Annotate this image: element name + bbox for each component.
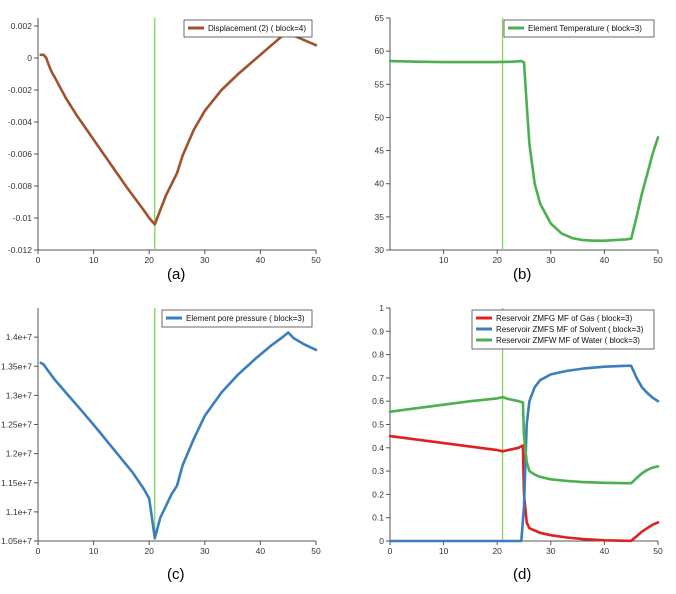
x-tick-label: 30: [200, 546, 210, 556]
y-tick-label: -0.012: [8, 245, 32, 255]
x-tick-label: 10: [89, 255, 99, 265]
y-tick-label: 0.002: [11, 21, 33, 31]
x-tick-label: 50: [653, 546, 663, 556]
y-tick-label: -0.006: [8, 149, 32, 159]
y-tick-label: 1.05e+7: [1, 536, 32, 546]
x-tick-label: 30: [546, 255, 556, 265]
y-tick-label: 45: [375, 146, 385, 156]
x-tick-label: 10: [439, 255, 449, 265]
x-tick-label: 10: [89, 546, 99, 556]
y-tick-label: 65: [375, 13, 385, 23]
legend-box: [471, 309, 655, 350]
x-tick-label: 20: [492, 255, 502, 265]
x-tick-label: 20: [144, 546, 154, 556]
y-tick-label: 1.2e+7: [6, 449, 33, 459]
panel-caption-b: (b): [513, 266, 532, 283]
panel-caption-a: (a): [167, 266, 186, 283]
x-tick-label: 50: [311, 546, 321, 556]
panel-caption-d: (d): [513, 566, 532, 583]
series-line-0: [39, 31, 318, 226]
y-tick-label: 1.25e+7: [1, 420, 32, 430]
y-tick-label: -0.002: [8, 85, 32, 95]
x-tick-label: 30: [200, 255, 210, 265]
x-tick-label: 10: [439, 546, 449, 556]
chart-panel-2: 1.4e+7 1.35e+7 1.3e+7 1.25e+7 1.2e+7 1.15e+7 1…: [1, 308, 321, 556]
x-tick-label: 30: [546, 546, 556, 556]
y-tick-label: 0.8: [372, 350, 384, 360]
x-tick-label: 20: [144, 255, 154, 265]
y-tick-label: -0.004: [8, 117, 32, 127]
y-tick-label: 1.4e+7: [6, 332, 33, 342]
series-line-2: [388, 395, 660, 485]
y-tick-label: 0.7: [372, 373, 384, 383]
legend: Reservoir ZMFG MF of Gas ( block=3) Reser…: [471, 309, 655, 350]
x-tick-label: 0: [388, 546, 393, 556]
legend-label: Reservoir ZMFG MF of Gas ( block=3): [496, 314, 633, 323]
legend-label: Element Temperature ( block=3): [528, 24, 642, 33]
y-tick-label: -0.01: [13, 213, 33, 223]
y-tick-label: 1.15e+7: [1, 478, 32, 488]
x-tick-label: 50: [653, 255, 663, 265]
legend-box: [161, 309, 313, 328]
legend-label: Reservoir ZMFS MF of Solvent ( block=3): [496, 325, 644, 334]
y-tick-label: 0.9: [372, 326, 384, 336]
y-tick-label: 30: [375, 245, 385, 255]
y-tick-label: 60: [375, 46, 385, 56]
y-tick-label: 0: [379, 536, 384, 546]
panel-caption-c: (c): [167, 566, 185, 583]
x-tick-label: 40: [256, 546, 266, 556]
x-tick-label: 20: [492, 546, 502, 556]
series-line-0: [39, 331, 318, 540]
chart-panel-1: 65 60 55 50 45 40 35 30 10 20 30 40 50 Element Temper…: [375, 13, 663, 265]
y-tick-label: 0.4: [372, 443, 384, 453]
legend-label: Element pore pressure ( block=3): [186, 314, 305, 323]
y-tick-label: -0.008: [8, 181, 32, 191]
x-tick-label: 50: [311, 255, 321, 265]
legend: Element Temperature ( block=3): [503, 19, 655, 38]
legend-label: Reservoir ZMFW MF of Water ( block=3): [496, 336, 640, 345]
x-tick-label: 40: [256, 255, 266, 265]
legend-box: [503, 19, 655, 38]
y-tick-label: 0.2: [372, 489, 384, 499]
x-tick-label: 40: [600, 546, 610, 556]
y-tick-label: 1.35e+7: [1, 361, 32, 371]
legend-box: [183, 19, 313, 38]
y-tick-label: 0.6: [372, 396, 384, 406]
y-tick-label: 0: [27, 53, 32, 63]
y-tick-label: 0.3: [372, 466, 384, 476]
legend: Element pore pressure ( block=3): [161, 309, 313, 328]
legend: Displacement (2) ( block=4): [183, 19, 313, 38]
chart-panel-0: 0.002 0 -0.002 -0.004 -0.006 -0.008 -0.01 -0.01…: [8, 18, 321, 265]
series-line-0: [388, 434, 660, 543]
y-tick-label: 55: [375, 79, 385, 89]
legend-label: Displacement (2) ( block=4): [208, 24, 306, 33]
chart-panel-3: 1 0.9 0.8 0.7 0.6 0.5 0.4 0.3 0.2 0.1 00 10 20 30 40 50…: [372, 303, 663, 556]
x-tick-label: 40: [600, 255, 610, 265]
y-tick-label: 1: [379, 303, 384, 313]
y-tick-label: 50: [375, 112, 385, 122]
y-tick-label: 35: [375, 212, 385, 222]
y-tick-label: 1.1e+7: [6, 507, 33, 517]
x-tick-label: 0: [36, 546, 41, 556]
series-line-1: [388, 364, 660, 543]
x-tick-label: 0: [36, 255, 41, 265]
y-tick-label: 0.5: [372, 420, 384, 430]
y-tick-label: 40: [375, 179, 385, 189]
y-tick-label: 0.1: [372, 513, 384, 523]
y-tick-label: 1.3e+7: [6, 390, 33, 400]
series-line-0: [388, 59, 660, 242]
